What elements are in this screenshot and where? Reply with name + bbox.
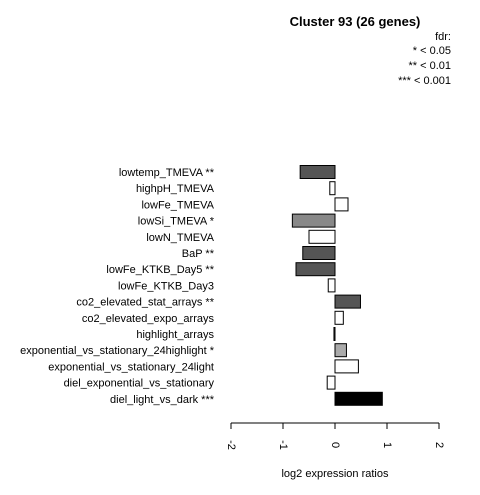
category-label-15: diel_light_vs_dark *** [110, 394, 215, 406]
bar-7 [295, 262, 336, 277]
category-label-5: lowN_TMEVA [146, 232, 214, 244]
bar-13 [334, 359, 359, 374]
category-label-4: lowSi_TMEVA * [138, 216, 215, 228]
category-label-8: lowFe_KTKB_Day3 [118, 280, 214, 292]
legend-title: fdr: [435, 31, 451, 43]
category-label-12: exponential_vs_stationary_24highlight * [20, 345, 215, 357]
category-label-13: exponential_vs_stationary_24light [48, 361, 214, 373]
bar-9 [334, 294, 361, 309]
bar-1 [299, 165, 336, 179]
legend-entry-1: * < 0.05 [413, 45, 451, 57]
bar-4 [291, 213, 336, 228]
bar-3 [334, 197, 349, 212]
category-label-14: diel_exponential_vs_stationary [64, 378, 215, 390]
category-label-10: co2_elevated_expo_arrays [82, 313, 215, 325]
x-axis: -2 -1 0 1 2 [225, 422, 445, 450]
legend-entry-2: ** < 0.01 [408, 60, 451, 72]
x-axis-label: log2 expression ratios [281, 468, 389, 480]
legend-entry-3: *** < 0.001 [398, 75, 451, 87]
legend: fdr: * < 0.05 ** < 0.01 *** < 0.001 [398, 31, 451, 87]
category-labels: lowtemp_TMEVA ** highpH_TMEVA lowFe_TMEVAl… [20, 167, 215, 406]
bars-layer [291, 165, 383, 406]
category-label-9: co2_elevated_stat_arrays ** [76, 297, 214, 309]
bar-5 [308, 229, 336, 244]
x-tick-label-2: -1 [277, 440, 289, 450]
x-tick-label-1: -2 [225, 440, 237, 450]
x-tick-label-5: 2 [433, 442, 445, 448]
category-label-3: lowFe_TMEVA [141, 199, 214, 211]
bar-2 [329, 181, 336, 196]
bar-15 [334, 391, 383, 406]
category-label-2: highpH_TMEVA [136, 183, 215, 195]
x-tick-label-3: 0 [329, 442, 341, 448]
x-tick-label-4: 1 [381, 442, 393, 448]
category-label-11: highlight_arrays [136, 329, 214, 341]
bar-10 [334, 310, 344, 325]
bar-11 [333, 327, 336, 341]
bar-12 [334, 343, 347, 358]
category-label-7: lowFe_KTKB_Day5 ** [106, 264, 214, 276]
bar-14 [326, 375, 336, 390]
bar-8 [327, 278, 336, 293]
chart-title: Cluster 93 (26 genes) [290, 14, 421, 29]
category-label-1: lowtemp_TMEVA ** [119, 167, 215, 179]
bar-6 [302, 246, 336, 260]
category-label-6: BaP ** [182, 248, 215, 260]
